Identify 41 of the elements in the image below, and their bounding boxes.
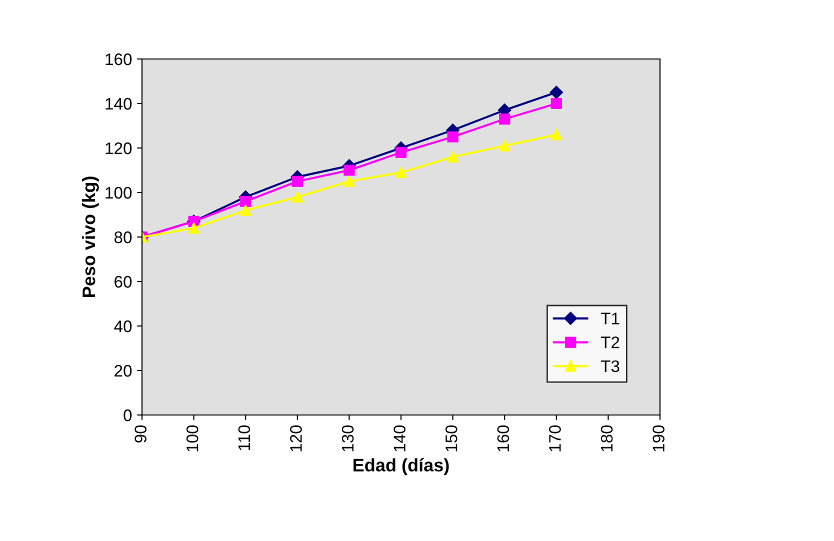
x-tick-label: 150 bbox=[445, 425, 458, 452]
x-tick-label: 170 bbox=[549, 425, 561, 452]
legend-label: T1 bbox=[600, 312, 620, 324]
point bbox=[292, 191, 303, 203]
y-tick-label: 120 bbox=[106, 142, 132, 154]
x-tick-label: 140 bbox=[394, 425, 406, 452]
y-tick-label: 20 bbox=[114, 364, 132, 377]
y-tick-label: 0 bbox=[124, 409, 132, 422]
point bbox=[499, 140, 510, 152]
y-tick-label: 60 bbox=[114, 276, 132, 288]
point bbox=[188, 222, 200, 234]
point bbox=[344, 176, 355, 187]
point bbox=[395, 146, 407, 158]
point bbox=[292, 176, 303, 187]
point bbox=[447, 131, 458, 142]
point bbox=[550, 129, 562, 140]
x-axis-title: Edad (días) bbox=[354, 458, 449, 476]
point bbox=[550, 98, 562, 110]
y-tick-label: 100 bbox=[106, 186, 132, 199]
y-tick-label: 80 bbox=[114, 231, 132, 244]
x-tick-label: 130 bbox=[342, 425, 354, 452]
point bbox=[395, 166, 407, 178]
point bbox=[240, 196, 252, 207]
x-tick-label: 180 bbox=[600, 425, 613, 452]
legend-label: T3 bbox=[600, 360, 620, 372]
x-tick-label: 110 bbox=[238, 425, 250, 450]
y-axis-title: Peso vivo (kg) bbox=[82, 176, 99, 297]
x-tick-label: 100 bbox=[186, 425, 198, 452]
x-tick-label: 190 bbox=[652, 425, 664, 452]
y-tick-label: 40 bbox=[114, 320, 132, 332]
point bbox=[499, 114, 510, 125]
x-tick-label: 160 bbox=[497, 425, 510, 452]
point bbox=[447, 151, 458, 162]
point bbox=[550, 86, 563, 99]
point bbox=[344, 164, 355, 176]
x-tick-label: 120 bbox=[290, 425, 302, 452]
x-tick-label: 90 bbox=[134, 425, 146, 442]
point bbox=[240, 204, 252, 216]
y-tick-label: 160 bbox=[106, 53, 132, 66]
legend-label: T2 bbox=[600, 336, 620, 348]
y-tick-label: 140 bbox=[106, 98, 132, 110]
